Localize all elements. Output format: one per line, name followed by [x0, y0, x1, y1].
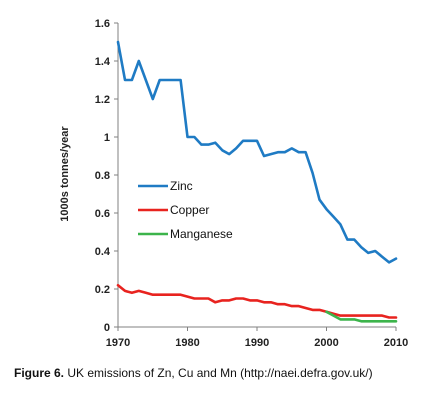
x-tick-label: 2010 — [384, 337, 408, 349]
y-tick-label: 0 — [104, 322, 110, 334]
y-tick-label: 0.6 — [95, 208, 110, 220]
series-line-zinc — [116, 40, 398, 264]
caption-text: UK emissions of Zn, Cu and Mn (http://na… — [64, 366, 373, 380]
y-tick-label: 1.4 — [95, 56, 111, 68]
legend-label-zinc: Zinc — [170, 179, 193, 193]
y-tick-label: 1.6 — [95, 18, 110, 30]
series-line-manganese — [325, 310, 398, 323]
y-axis-title: 1000s tonnes/year — [59, 126, 71, 222]
x-tick-label: 1980 — [175, 337, 199, 349]
x-tick-label: 2000 — [314, 337, 338, 349]
y-axis-title-group: 1000s tonnes/year — [59, 126, 71, 222]
figure-caption: Figure 6. UK emissions of Zn, Cu and Mn … — [14, 366, 424, 380]
series-line-copper — [116, 283, 398, 319]
y-tick-label: 0.4 — [95, 246, 111, 258]
y-tick-label: 0.2 — [95, 284, 110, 296]
x-tick-label: 1990 — [245, 337, 269, 349]
y-tick-label: 1.2 — [95, 94, 110, 106]
series-lines — [116, 40, 398, 323]
caption-label: Figure 6. — [14, 366, 65, 380]
legend-label-manganese: Manganese — [170, 227, 233, 241]
y-tick-label: 0.8 — [95, 170, 110, 182]
x-tick-label: 1970 — [106, 337, 130, 349]
legend: Zinc Copper Manganese — [138, 179, 233, 241]
legend-label-copper: Copper — [170, 203, 209, 217]
axes: 0 0.2 0.4 0.6 0.8 1 1.2 1.4 1.6 1970 1980 1990 2000 2… — [95, 18, 409, 349]
y-tick-label: 1 — [104, 132, 110, 144]
